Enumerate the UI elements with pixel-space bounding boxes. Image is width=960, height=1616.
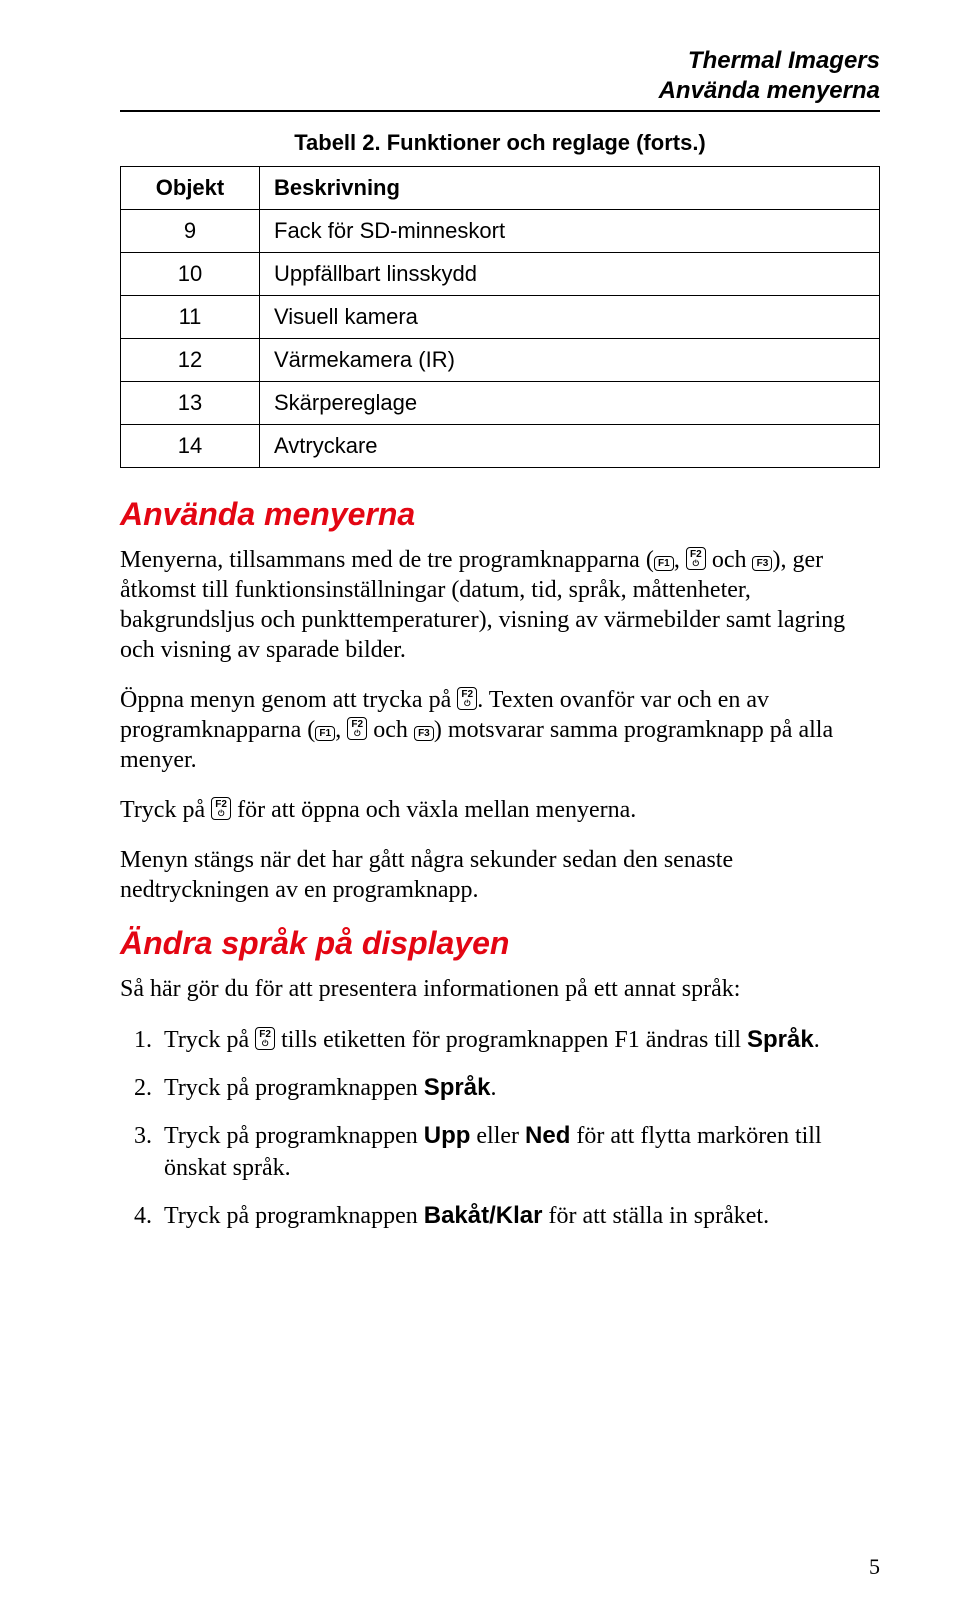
- list-item: Tryck på programknappen Bakåt/Klar för a…: [158, 1200, 880, 1232]
- table-caption: Tabell 2. Funktioner och reglage (forts.…: [120, 130, 880, 156]
- table-cell-desc: Visuell kamera: [260, 296, 880, 339]
- f3-key-icon: F3: [752, 556, 772, 571]
- f2-power-key-icon: F2⏻: [347, 717, 367, 740]
- table-cell-num: 10: [121, 253, 260, 296]
- paragraph: Tryck på F2⏻ för att öppna och växla mel…: [120, 795, 880, 825]
- table-cell-num: 12: [121, 339, 260, 382]
- table-col-beskrivning: Beskrivning: [260, 167, 880, 210]
- table-cell-num: 14: [121, 425, 260, 468]
- label-sprak: Språk: [424, 1074, 491, 1101]
- table-cell-num: 11: [121, 296, 260, 339]
- label-bakat-klar: Bakåt/Klar: [424, 1202, 543, 1229]
- page-number: 5: [869, 1554, 880, 1580]
- f2-power-key-icon: F2⏻: [255, 1027, 275, 1050]
- paragraph: Menyn stängs när det har gått några seku…: [120, 845, 880, 905]
- f1-key-icon: F1: [654, 556, 674, 571]
- paragraph: Menyerna, tillsammans med de tre program…: [120, 545, 880, 665]
- page-header: Thermal Imagers Använda menyerna: [120, 46, 880, 106]
- table-cell-desc: Fack för SD-minneskort: [260, 210, 880, 253]
- f2-power-key-icon: F2⏻: [457, 687, 477, 710]
- header-line-1: Thermal Imagers: [688, 47, 880, 74]
- label-upp: Upp: [424, 1122, 471, 1149]
- list-item: Tryck på programknappen Upp eller Ned fö…: [158, 1120, 880, 1183]
- paragraph: Öppna menyn genom att trycka på F2⏻. Tex…: [120, 685, 880, 775]
- f2-power-key-icon: F2⏻: [686, 547, 706, 570]
- table-row: 9 Fack för SD-minneskort: [121, 210, 880, 253]
- table-cell-desc: Uppfällbart linsskydd: [260, 253, 880, 296]
- f3-key-icon: F3: [414, 726, 434, 741]
- heading-andra-sprak: Ändra språk på displayen: [120, 925, 880, 962]
- table-col-objekt: Objekt: [121, 167, 260, 210]
- table-cell-num: 13: [121, 382, 260, 425]
- table-row: 14 Avtryckare: [121, 425, 880, 468]
- table-cell-desc: Skärpereglage: [260, 382, 880, 425]
- table-row: 11 Visuell kamera: [121, 296, 880, 339]
- label-sprak: Språk: [747, 1026, 814, 1053]
- table-row: 13 Skärpereglage: [121, 382, 880, 425]
- f2-power-key-icon: F2⏻: [211, 797, 231, 820]
- steps-list: Tryck på F2⏻ tills etiketten för program…: [120, 1024, 880, 1232]
- header-divider: [120, 110, 880, 112]
- list-item: Tryck på programknappen Språk.: [158, 1072, 880, 1104]
- table-cell-desc: Värmekamera (IR): [260, 339, 880, 382]
- header-line-2: Använda menyerna: [659, 77, 880, 104]
- functions-table: Objekt Beskrivning 9 Fack för SD-minnesk…: [120, 166, 880, 468]
- paragraph: Så här gör du för att presentera informa…: [120, 974, 880, 1004]
- list-item: Tryck på F2⏻ tills etiketten för program…: [158, 1024, 880, 1056]
- table-row: 10 Uppfällbart linsskydd: [121, 253, 880, 296]
- heading-anvanda-menyerna: Använda menyerna: [120, 496, 880, 533]
- table-cell-num: 9: [121, 210, 260, 253]
- label-ned: Ned: [525, 1122, 570, 1149]
- f1-key-icon: F1: [315, 726, 335, 741]
- table-row: 12 Värmekamera (IR): [121, 339, 880, 382]
- table-cell-desc: Avtryckare: [260, 425, 880, 468]
